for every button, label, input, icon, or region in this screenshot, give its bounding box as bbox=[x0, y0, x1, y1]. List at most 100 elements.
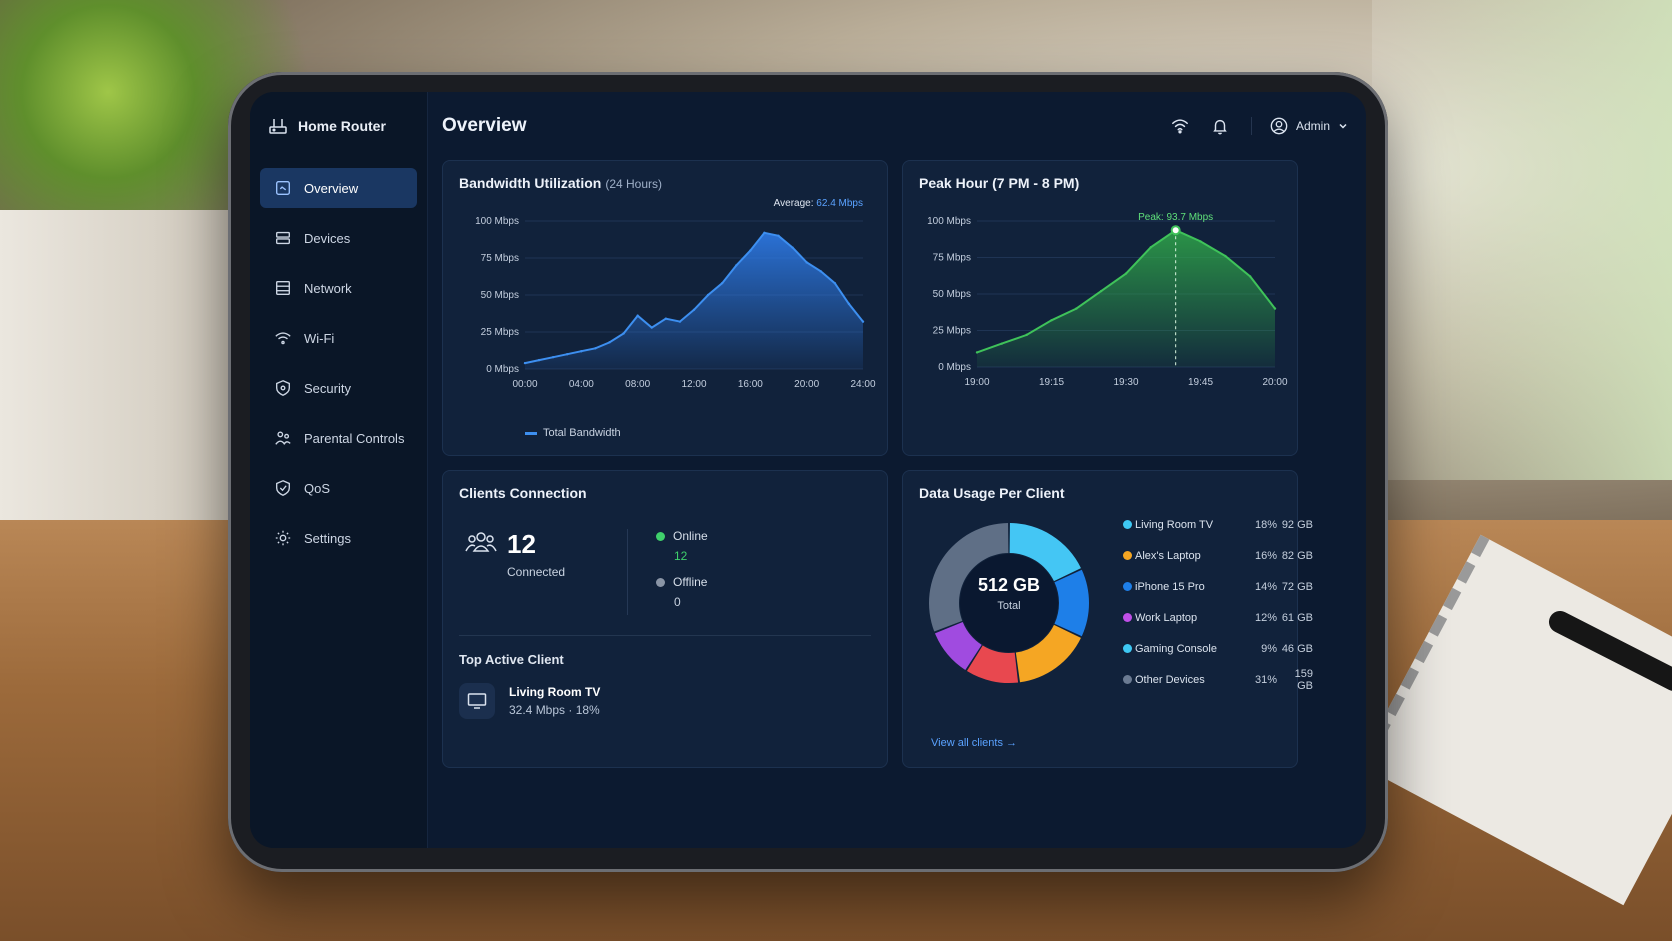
usage-row[interactable]: Other Devices 31% 159 GB bbox=[1123, 664, 1313, 695]
usage-dot bbox=[1123, 613, 1132, 622]
data-point bbox=[608, 341, 611, 344]
data-point bbox=[847, 302, 851, 306]
data-point bbox=[720, 281, 724, 285]
usage-percent: 12% bbox=[1254, 611, 1277, 624]
usage-dot bbox=[1123, 520, 1132, 529]
bandwidth-legend: Total Bandwidth bbox=[525, 427, 621, 439]
top-active-client[interactable]: Living Room TV 32.4 Mbps · 18% bbox=[459, 683, 871, 719]
donut-slice[interactable] bbox=[929, 523, 1009, 632]
usage-row[interactable]: Alex's Laptop 16% 82 GB bbox=[1123, 540, 1313, 571]
x-tick-label: 12:00 bbox=[681, 379, 706, 390]
bandwidth-card: Bandwidth Utilization (24 Hours) 0 Mbps 25… bbox=[442, 160, 888, 456]
data-point bbox=[650, 326, 653, 329]
data-point bbox=[664, 317, 668, 320]
y-tick-label: 100 Mbps bbox=[927, 216, 971, 227]
tv-icon bbox=[459, 683, 495, 719]
shield-icon bbox=[276, 380, 290, 396]
data-point bbox=[706, 293, 710, 297]
x-tick-label: 04:00 bbox=[569, 379, 594, 390]
donut-slice[interactable] bbox=[1054, 569, 1089, 637]
y-tick-label: 100 Mbps bbox=[475, 216, 519, 227]
wifi-icon bbox=[275, 332, 291, 345]
donut-total-label: Total bbox=[997, 600, 1021, 612]
gear-icon bbox=[275, 530, 291, 546]
sidebar-item-security[interactable]: Security bbox=[260, 368, 417, 408]
usage-dot bbox=[1123, 644, 1132, 653]
data-point bbox=[551, 355, 555, 359]
sidebar-item-label: Security bbox=[304, 380, 351, 396]
x-tick-label: 19:45 bbox=[1188, 377, 1213, 388]
usage-amount: 82 GB bbox=[1281, 549, 1313, 562]
user-menu[interactable]: Admin bbox=[1250, 117, 1348, 135]
sidebar-item-network[interactable]: Network bbox=[260, 268, 417, 308]
y-tick-label: 75 Mbps bbox=[481, 253, 519, 264]
sidebar-item-label: Settings bbox=[304, 530, 351, 546]
overview-icon bbox=[276, 181, 290, 195]
brand[interactable]: Home Router bbox=[260, 106, 417, 146]
top-active-client-title: Top Active Client bbox=[459, 652, 564, 667]
data-point bbox=[594, 347, 597, 350]
usage-row[interactable]: Living Room TV 18% 92 GB bbox=[1123, 509, 1313, 540]
data-point bbox=[861, 320, 865, 323]
usage-row[interactable]: Work Laptop 12% 61 GB bbox=[1123, 602, 1313, 633]
view-all-clients-link[interactable]: View all clients → bbox=[931, 737, 1017, 749]
usage-amount: 72 GB bbox=[1281, 580, 1313, 593]
usage-row[interactable]: iPhone 15 Pro 14% 72 GB bbox=[1123, 571, 1313, 602]
clients-status: Online 12 Offline 0 bbox=[627, 529, 708, 615]
dashboard-grid: Bandwidth Utilization (24 Hours) 0 Mbps 25… bbox=[442, 160, 1348, 768]
usage-percent: 31% bbox=[1254, 673, 1277, 686]
data-point bbox=[1025, 333, 1028, 337]
usage-amount: 46 GB bbox=[1281, 642, 1313, 655]
usage-dot bbox=[1123, 675, 1132, 684]
top-client-meta: 32.4 Mbps · 18% bbox=[509, 703, 600, 717]
bandwidth-title-text: Bandwidth Utilization bbox=[459, 175, 602, 191]
page-title: Overview bbox=[442, 115, 527, 136]
donut-slice[interactable] bbox=[966, 645, 1019, 683]
donut-center: 512 GB Total bbox=[919, 575, 1099, 612]
family-icon bbox=[275, 431, 291, 445]
sidebar-item-parental-controls[interactable]: Parental Controls bbox=[260, 418, 417, 458]
average-label: Average: 62.4 Mbps bbox=[774, 198, 863, 209]
user-name: Admin bbox=[1295, 119, 1330, 133]
usage-amount: 92 GB bbox=[1281, 518, 1313, 531]
sidebar-nav: Overview Devices Network Wi-Fi Security Paren… bbox=[260, 168, 417, 558]
data-point bbox=[580, 350, 583, 353]
online-value: 12 bbox=[674, 549, 688, 563]
sidebar-item-label: Parental Controls bbox=[304, 430, 405, 446]
x-tick-label: 19:30 bbox=[1113, 377, 1138, 388]
data-point bbox=[537, 358, 541, 362]
sidebar-item-overview[interactable]: Overview bbox=[260, 168, 417, 208]
usage-client-name: Gaming Console bbox=[1135, 642, 1217, 655]
usage-client-name: Work Laptop bbox=[1135, 611, 1198, 624]
donut-slice[interactable] bbox=[934, 621, 982, 671]
sidebar-item-qos[interactable]: QoS bbox=[260, 468, 417, 508]
usage-title: Data Usage Per Client bbox=[919, 485, 1065, 501]
bell-icon[interactable] bbox=[1211, 117, 1229, 135]
clients-count: 12 bbox=[507, 529, 536, 559]
sidebar-item-label: QoS bbox=[304, 480, 331, 496]
y-tick-label: 25 Mbps bbox=[481, 327, 519, 338]
usage-percent: 18% bbox=[1254, 518, 1277, 531]
data-point bbox=[749, 249, 752, 252]
data-point bbox=[1099, 289, 1103, 293]
sidebar-item-devices[interactable]: Devices bbox=[260, 218, 417, 258]
area-fill bbox=[525, 232, 863, 369]
x-tick-label: 19:00 bbox=[964, 377, 989, 388]
usage-client-name: Alex's Laptop bbox=[1135, 549, 1201, 562]
x-tick-label: 20:00 bbox=[794, 379, 819, 390]
donut-hole bbox=[960, 554, 1058, 652]
donut-slice[interactable] bbox=[1015, 624, 1081, 683]
usage-row[interactable]: Gaming Console 9% 46 GB bbox=[1123, 633, 1313, 664]
sidebar-item-wi-fi[interactable]: Wi-Fi bbox=[260, 318, 417, 358]
donut-slice[interactable] bbox=[1009, 523, 1081, 582]
data-point bbox=[1224, 254, 1227, 258]
clients-card: Clients Connection 12 Connected bbox=[442, 470, 888, 768]
wifi-status-icon[interactable] bbox=[1171, 117, 1189, 135]
data-point bbox=[777, 234, 780, 237]
data-point bbox=[636, 314, 639, 317]
data-point bbox=[1149, 246, 1153, 249]
network-icon bbox=[276, 281, 290, 295]
sidebar-item-settings[interactable]: Settings bbox=[260, 518, 417, 558]
peak-hour-card: Peak Hour (7 PM - 8 PM) 0 Mbps 25 Mbps 50 … bbox=[902, 160, 1298, 456]
peak-marker[interactable] bbox=[1170, 225, 1181, 236]
